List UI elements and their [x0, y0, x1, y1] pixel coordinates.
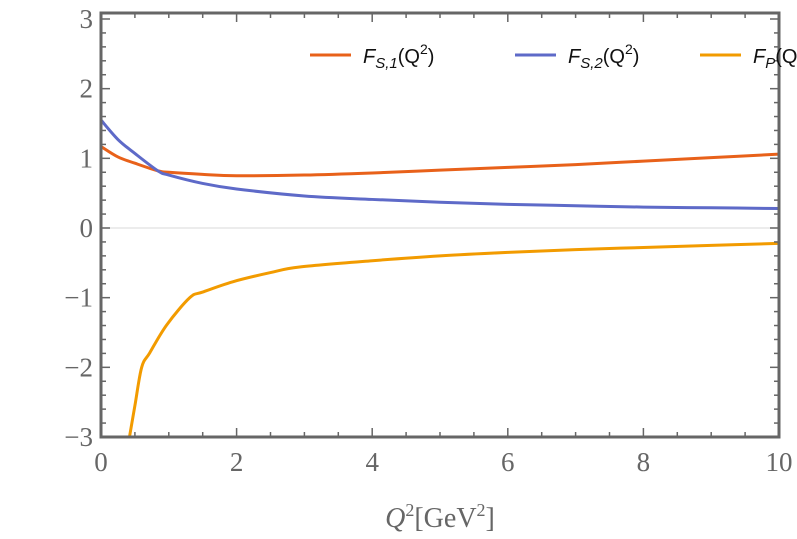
x-tick-label: 8 — [637, 447, 651, 477]
y-tick-label: 0 — [80, 213, 94, 243]
y-tick-label: 3 — [80, 4, 94, 34]
y-tick-label: −2 — [64, 352, 93, 382]
y-tick-label: −3 — [64, 422, 93, 452]
series-line-1 — [101, 145, 779, 178]
plot-frame — [99, 11, 781, 439]
x-tick-label: 10 — [766, 447, 793, 477]
x-tick-label: 4 — [365, 447, 379, 477]
series-line-2 — [101, 119, 779, 210]
x-tick-label: 0 — [94, 447, 108, 477]
y-tick-label: 1 — [80, 143, 94, 173]
series-line-3 — [127, 241, 779, 437]
y-tick-label: 2 — [80, 74, 94, 104]
series-layer — [101, 119, 779, 437]
legend-label-1: FS,1(Q2) — [363, 41, 434, 72]
x-axis-title: Q2[GeV2] — [385, 500, 495, 534]
legend-label-3: FP(Q2) — [753, 41, 797, 72]
x-tick-label: 6 — [501, 447, 515, 477]
legend-label-2: FS,2(Q2) — [568, 41, 639, 72]
legend: FS,1(Q2) FS,2(Q2) FP(Q2) — [310, 41, 797, 72]
x-tick-label: 2 — [230, 447, 244, 477]
ticks — [100, 13, 780, 438]
axis-frame — [99, 11, 781, 439]
y-tick-label: −1 — [64, 283, 93, 313]
